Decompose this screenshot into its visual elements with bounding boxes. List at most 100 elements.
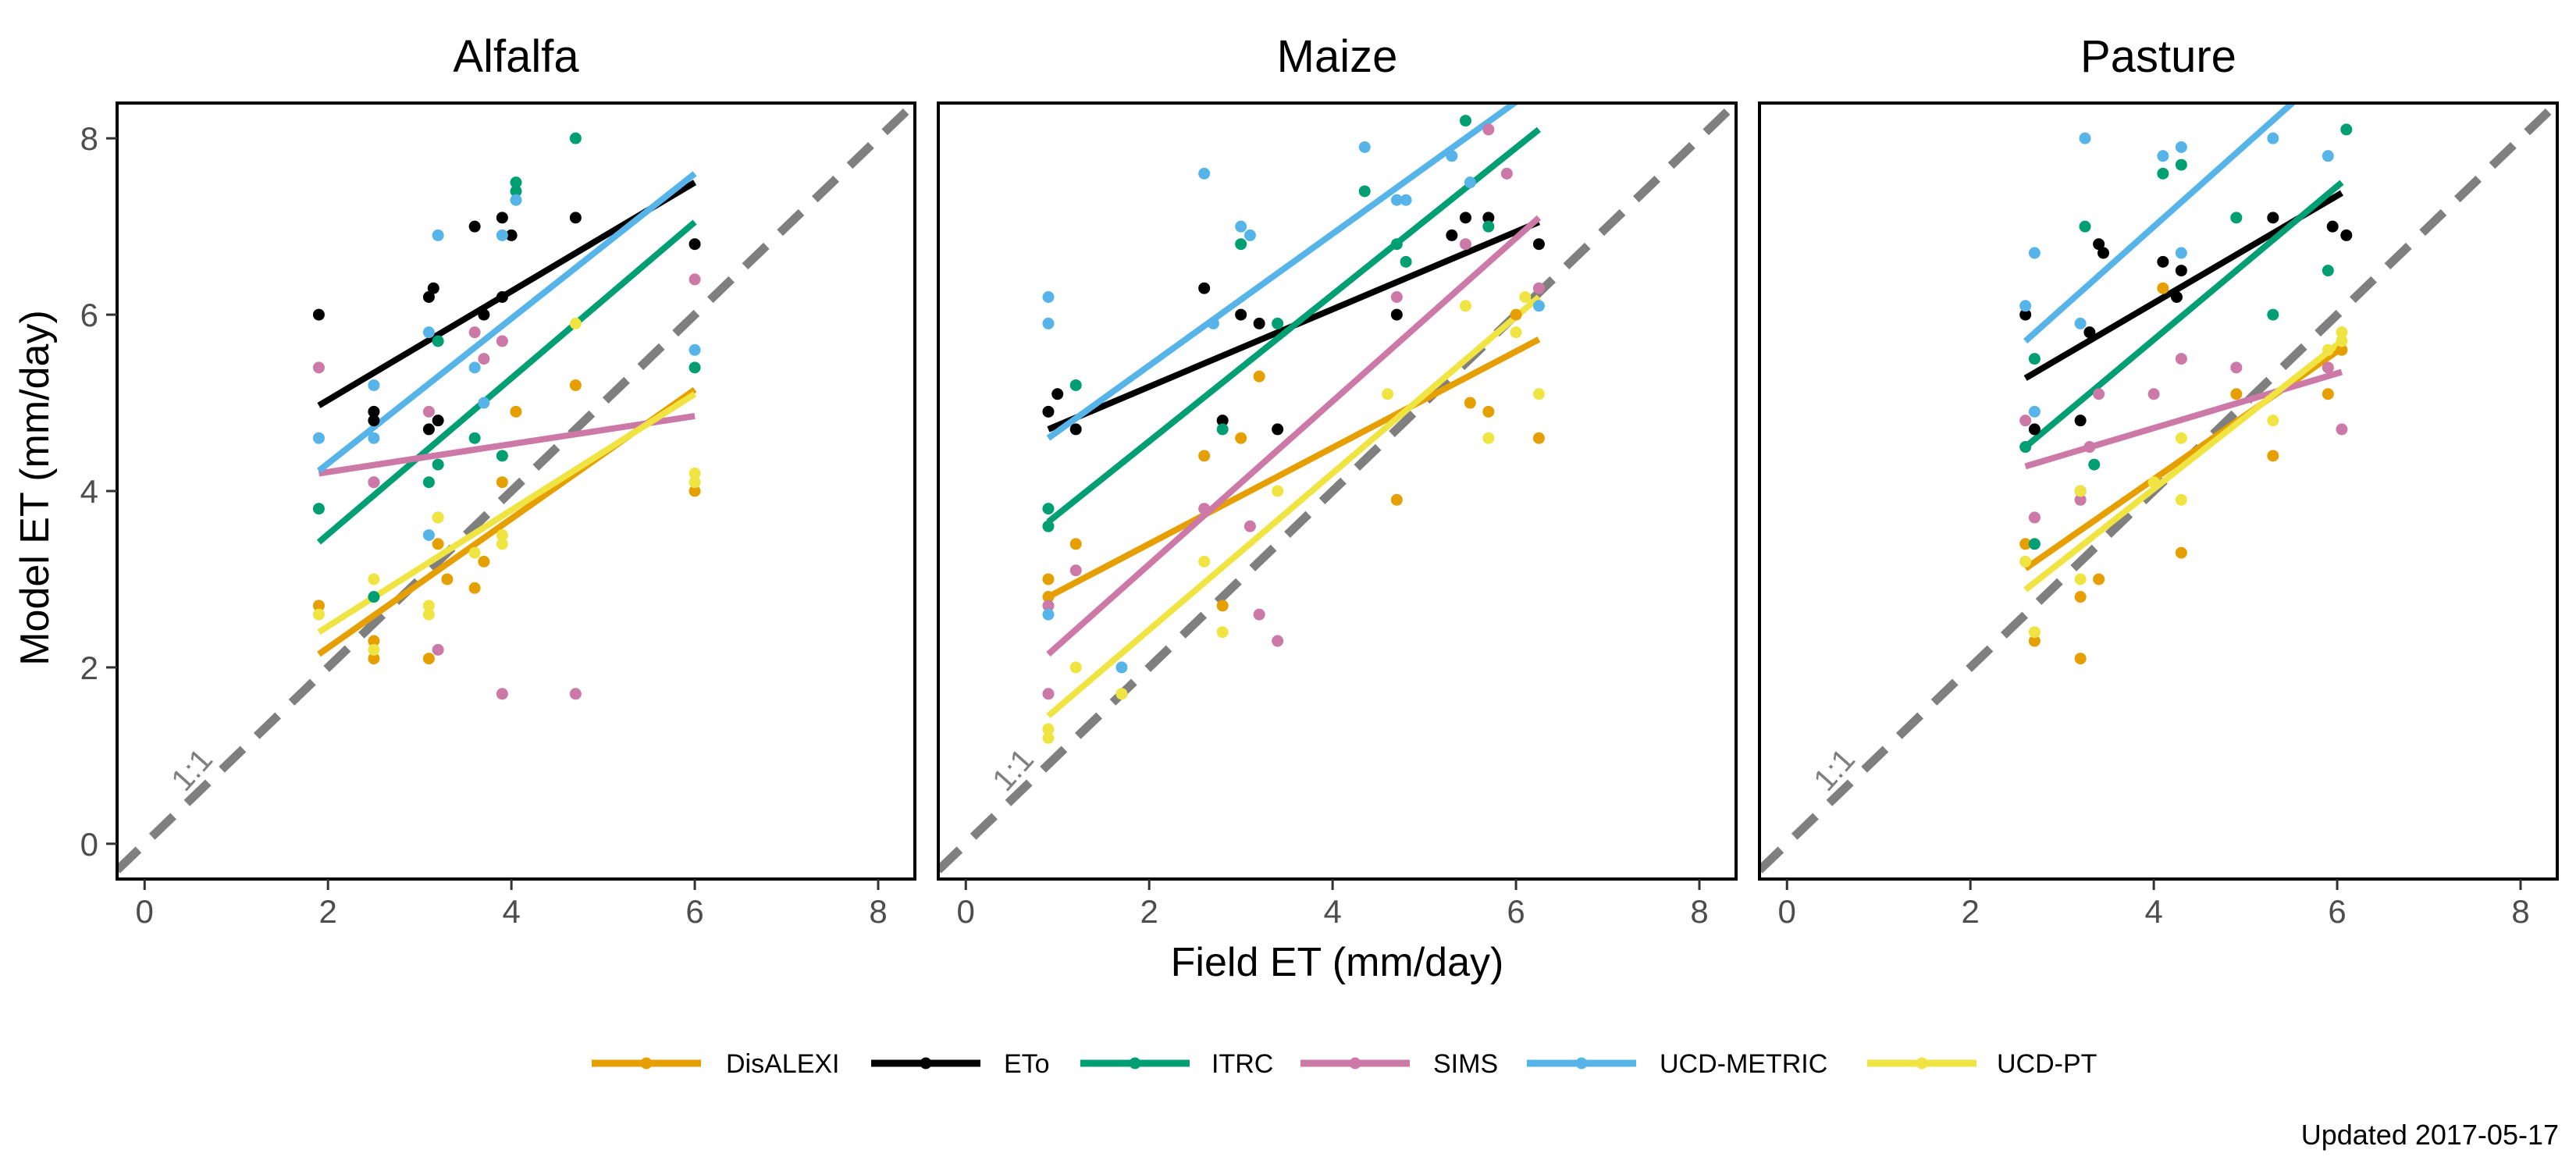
point-itrc (2340, 123, 2353, 136)
point-eto (496, 291, 508, 303)
point-itrc (2088, 458, 2101, 471)
x-tick-label: 4 (2144, 893, 2162, 930)
x-axis-title: Field ET (mm/day) (1171, 940, 1504, 985)
point-ucd-pt (1069, 661, 1082, 674)
point-ucd-pt (2028, 626, 2041, 639)
legend-label: UCD-PT (1997, 1049, 2097, 1079)
point-ucd-pt (2074, 573, 2087, 586)
point-ucd-metric (432, 229, 444, 241)
point-disalexi (2175, 546, 2187, 559)
point-itrc (1042, 520, 1055, 532)
fit-line-disalexi (1047, 336, 1541, 600)
point-ucd-pt (2175, 493, 2187, 506)
point-eto (2074, 415, 2087, 427)
fit-line-sims (318, 413, 696, 477)
point-disalexi (2093, 573, 2105, 586)
reference-line-label: 1:1 (986, 742, 1041, 798)
point-sims (1253, 608, 1265, 621)
y-tick-label: 6 (80, 297, 98, 333)
fit-line-ucd-pt (1046, 294, 1542, 719)
point-sims (1042, 600, 1055, 612)
point-disalexi (2230, 388, 2243, 400)
x-tick-label: 2 (1962, 893, 1980, 930)
point-ucd-metric (1115, 661, 1128, 674)
point-disalexi (1235, 432, 1247, 444)
panel-title-pasture: Pasture (2080, 31, 2236, 82)
fit-line-ucd-pt (317, 391, 697, 635)
point-ucd-metric (2019, 300, 2032, 312)
y-tick-label: 2 (80, 650, 98, 686)
plot-area-alfalfa (117, 103, 915, 874)
point-ucd-pt (2322, 343, 2334, 356)
point-itrc (2175, 158, 2187, 171)
fit-line-sims (1046, 215, 1542, 657)
point-disalexi (2074, 591, 2087, 603)
x-tick-label: 6 (685, 893, 703, 930)
point-ucd-metric (368, 379, 380, 391)
point-sims (2093, 388, 2105, 400)
point-sims (496, 688, 508, 700)
x-tick-label: 0 (136, 893, 154, 930)
point-sims (569, 688, 582, 700)
point-itrc (1042, 503, 1055, 515)
x-tick-label: 2 (1140, 893, 1158, 930)
point-ucd-metric (2028, 247, 2041, 259)
point-ucd-metric (2079, 132, 2091, 144)
point-itrc (1358, 185, 1371, 198)
point-eto (688, 238, 701, 251)
x-tick-label: 4 (1323, 893, 1341, 930)
y-tick-label: 8 (80, 120, 98, 157)
fit-line-itrc (316, 219, 697, 545)
x-tick-label: 4 (502, 893, 520, 930)
point-eto (1390, 308, 1403, 321)
point-ucd-metric (1532, 300, 1545, 312)
point-eto (496, 212, 508, 224)
point-itrc (2322, 265, 2334, 277)
point-eto (1051, 388, 1064, 400)
point-eto (505, 229, 518, 241)
point-ucd-pt (1216, 626, 1229, 639)
point-eto (2326, 220, 2339, 233)
panel-border-maize (937, 101, 1738, 881)
point-sims (1500, 167, 1513, 180)
x-tick-label: 6 (2328, 893, 2346, 930)
legend-label: ETo (1004, 1049, 1050, 1079)
point-itrc (688, 361, 701, 374)
x-tick-label: 2 (319, 893, 337, 930)
fit-line-ucd-metric (1046, 103, 1520, 441)
point-disalexi (569, 379, 582, 391)
legend-item-ucd-metric: UCD-METRIC (1527, 1049, 1827, 1079)
point-eto (1272, 423, 1284, 436)
point-eto (422, 291, 435, 303)
point-sims (1069, 564, 1082, 577)
point-eto (1532, 238, 1545, 251)
point-itrc (312, 503, 325, 515)
point-itrc (1272, 317, 1284, 329)
point-disalexi (2157, 282, 2169, 294)
legend-key-point (920, 1057, 932, 1070)
point-sims (2019, 415, 2032, 427)
point-sims (2083, 441, 2096, 454)
point-ucd-pt (1042, 723, 1055, 735)
point-ucd-pt (496, 529, 508, 541)
point-ucd-pt (1459, 300, 1471, 312)
fit-line-ucd-metric (2023, 103, 2297, 343)
point-ucd-pt (1382, 388, 1394, 400)
point-sims (1244, 520, 1256, 532)
point-ucd-metric (478, 397, 490, 409)
reference-line-label: 1:1 (165, 742, 219, 798)
point-disalexi (441, 573, 454, 586)
point-eto (432, 415, 444, 427)
reference-line-label: 1:1 (1807, 742, 1862, 798)
legend-item-itrc: ITRC (1080, 1049, 1273, 1079)
point-disalexi (1510, 308, 1522, 321)
point-ucd-metric (1390, 194, 1403, 206)
point-eto (368, 415, 380, 427)
point-ucd-pt (312, 608, 325, 621)
point-disalexi (1253, 370, 1265, 383)
point-eto (312, 308, 325, 321)
legend-key-point (640, 1057, 653, 1070)
point-disalexi (1216, 600, 1229, 612)
point-itrc (422, 476, 435, 489)
